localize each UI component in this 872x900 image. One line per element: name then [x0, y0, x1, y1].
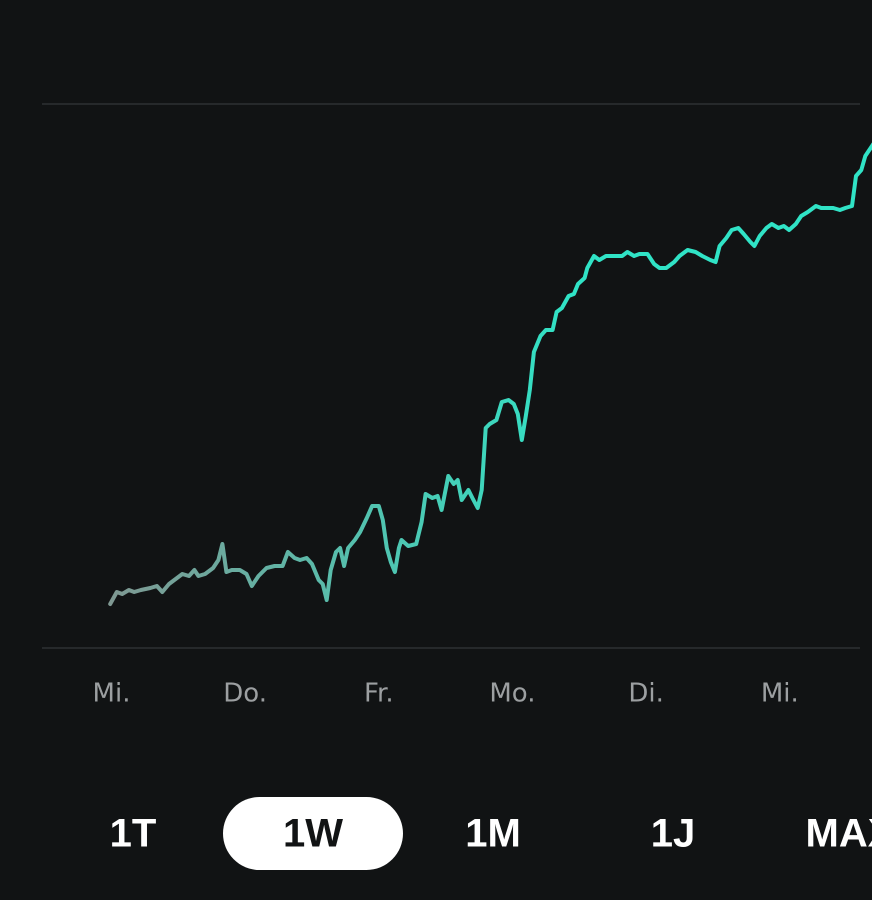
timeframe-button[interactable]: 1J [651, 812, 696, 856]
timeframe-label[interactable]: 1J [651, 812, 696, 856]
x-tick-label: Mi. [93, 679, 131, 709]
price-line [108, 142, 872, 606]
timeframe-button[interactable]: 1T [110, 812, 157, 856]
timeframe-pill [223, 797, 403, 870]
timeframe-label[interactable]: 1W [283, 812, 343, 856]
timeframe-button[interactable]: MAX [806, 812, 872, 856]
timeframe-button[interactable]: 1M [465, 812, 521, 856]
x-tick-label: Do. [223, 679, 267, 709]
x-tick-label: Mo. [489, 679, 535, 709]
timeframe-label[interactable]: 1T [110, 812, 157, 856]
timeframe-button[interactable]: 1W [223, 797, 403, 870]
x-tick-label: Mi. [761, 679, 799, 709]
timeframe-label[interactable]: MAX [806, 812, 872, 856]
x-tick-label: Fr. [364, 679, 394, 709]
x-tick-label: Di. [628, 679, 664, 709]
timeframe-label[interactable]: 1M [465, 812, 521, 856]
